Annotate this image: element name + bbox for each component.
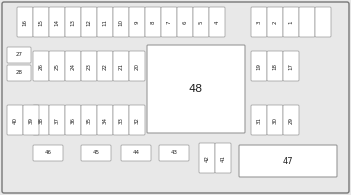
FancyBboxPatch shape bbox=[97, 105, 113, 135]
FancyBboxPatch shape bbox=[283, 51, 299, 81]
FancyBboxPatch shape bbox=[147, 45, 245, 133]
Text: 36: 36 bbox=[71, 116, 75, 123]
FancyBboxPatch shape bbox=[81, 7, 97, 37]
FancyBboxPatch shape bbox=[65, 51, 81, 81]
FancyBboxPatch shape bbox=[113, 51, 129, 81]
FancyBboxPatch shape bbox=[7, 47, 31, 63]
FancyBboxPatch shape bbox=[23, 105, 39, 135]
Text: 38: 38 bbox=[39, 116, 44, 123]
Text: 24: 24 bbox=[71, 63, 75, 69]
Text: 14: 14 bbox=[54, 19, 60, 26]
FancyBboxPatch shape bbox=[267, 7, 283, 37]
FancyBboxPatch shape bbox=[251, 51, 267, 81]
FancyBboxPatch shape bbox=[49, 7, 65, 37]
FancyBboxPatch shape bbox=[7, 65, 31, 81]
Text: 12: 12 bbox=[86, 19, 92, 26]
Text: 43: 43 bbox=[171, 151, 178, 155]
Text: 34: 34 bbox=[102, 116, 107, 123]
FancyBboxPatch shape bbox=[129, 105, 145, 135]
FancyBboxPatch shape bbox=[65, 105, 81, 135]
Text: 22: 22 bbox=[102, 63, 107, 69]
Text: 4: 4 bbox=[214, 20, 219, 24]
FancyBboxPatch shape bbox=[65, 7, 81, 37]
Text: 3: 3 bbox=[257, 20, 261, 24]
Text: 31: 31 bbox=[257, 116, 261, 123]
FancyBboxPatch shape bbox=[267, 105, 283, 135]
FancyBboxPatch shape bbox=[299, 7, 315, 37]
Text: 26: 26 bbox=[39, 63, 44, 69]
Text: 46: 46 bbox=[45, 151, 52, 155]
FancyBboxPatch shape bbox=[121, 145, 151, 161]
FancyBboxPatch shape bbox=[129, 7, 145, 37]
Text: 9: 9 bbox=[134, 20, 139, 24]
FancyBboxPatch shape bbox=[49, 51, 65, 81]
Text: 1: 1 bbox=[289, 20, 293, 24]
Text: 2: 2 bbox=[272, 20, 278, 24]
FancyBboxPatch shape bbox=[193, 7, 209, 37]
Text: 7: 7 bbox=[166, 20, 172, 24]
Text: 45: 45 bbox=[93, 151, 99, 155]
Text: 48: 48 bbox=[189, 84, 203, 94]
Text: 42: 42 bbox=[205, 154, 210, 161]
Text: 40: 40 bbox=[13, 116, 18, 123]
Text: 25: 25 bbox=[54, 63, 60, 69]
Text: 30: 30 bbox=[272, 116, 278, 123]
Text: 37: 37 bbox=[54, 116, 60, 123]
Text: 29: 29 bbox=[289, 116, 293, 123]
FancyBboxPatch shape bbox=[283, 105, 299, 135]
FancyBboxPatch shape bbox=[33, 7, 49, 37]
Text: 41: 41 bbox=[220, 154, 225, 161]
Text: 27: 27 bbox=[15, 52, 22, 58]
FancyBboxPatch shape bbox=[199, 143, 215, 173]
Text: 47: 47 bbox=[283, 157, 293, 166]
Text: 35: 35 bbox=[86, 116, 92, 123]
FancyBboxPatch shape bbox=[315, 7, 331, 37]
FancyBboxPatch shape bbox=[7, 105, 23, 135]
Text: 32: 32 bbox=[134, 116, 139, 123]
FancyBboxPatch shape bbox=[33, 51, 49, 81]
Text: 15: 15 bbox=[39, 19, 44, 26]
FancyBboxPatch shape bbox=[17, 7, 33, 37]
Text: 5: 5 bbox=[199, 20, 204, 24]
Text: 23: 23 bbox=[86, 63, 92, 69]
FancyBboxPatch shape bbox=[49, 105, 65, 135]
Text: 6: 6 bbox=[183, 20, 187, 24]
FancyBboxPatch shape bbox=[215, 143, 231, 173]
Text: 21: 21 bbox=[119, 63, 124, 69]
Text: 10: 10 bbox=[119, 19, 124, 26]
FancyBboxPatch shape bbox=[177, 7, 193, 37]
Text: 17: 17 bbox=[289, 63, 293, 69]
Text: 19: 19 bbox=[257, 63, 261, 69]
Text: 28: 28 bbox=[15, 71, 22, 75]
FancyBboxPatch shape bbox=[81, 145, 111, 161]
Text: 44: 44 bbox=[132, 151, 139, 155]
FancyBboxPatch shape bbox=[2, 2, 349, 193]
FancyBboxPatch shape bbox=[33, 105, 49, 135]
FancyBboxPatch shape bbox=[113, 7, 129, 37]
FancyBboxPatch shape bbox=[129, 51, 145, 81]
FancyBboxPatch shape bbox=[159, 145, 189, 161]
FancyBboxPatch shape bbox=[97, 7, 113, 37]
FancyBboxPatch shape bbox=[239, 145, 337, 177]
Text: 33: 33 bbox=[119, 116, 124, 123]
FancyBboxPatch shape bbox=[251, 105, 267, 135]
FancyBboxPatch shape bbox=[283, 7, 299, 37]
Text: 13: 13 bbox=[71, 19, 75, 26]
Text: 39: 39 bbox=[28, 116, 33, 123]
Text: 16: 16 bbox=[22, 19, 27, 26]
FancyBboxPatch shape bbox=[97, 51, 113, 81]
FancyBboxPatch shape bbox=[81, 105, 97, 135]
FancyBboxPatch shape bbox=[161, 7, 177, 37]
FancyBboxPatch shape bbox=[81, 51, 97, 81]
FancyBboxPatch shape bbox=[33, 145, 63, 161]
FancyBboxPatch shape bbox=[251, 7, 267, 37]
Text: 8: 8 bbox=[151, 20, 155, 24]
Text: 18: 18 bbox=[272, 63, 278, 69]
FancyBboxPatch shape bbox=[209, 7, 225, 37]
FancyBboxPatch shape bbox=[267, 51, 283, 81]
Text: 11: 11 bbox=[102, 19, 107, 26]
FancyBboxPatch shape bbox=[113, 105, 129, 135]
FancyBboxPatch shape bbox=[145, 7, 161, 37]
Text: 20: 20 bbox=[134, 63, 139, 69]
